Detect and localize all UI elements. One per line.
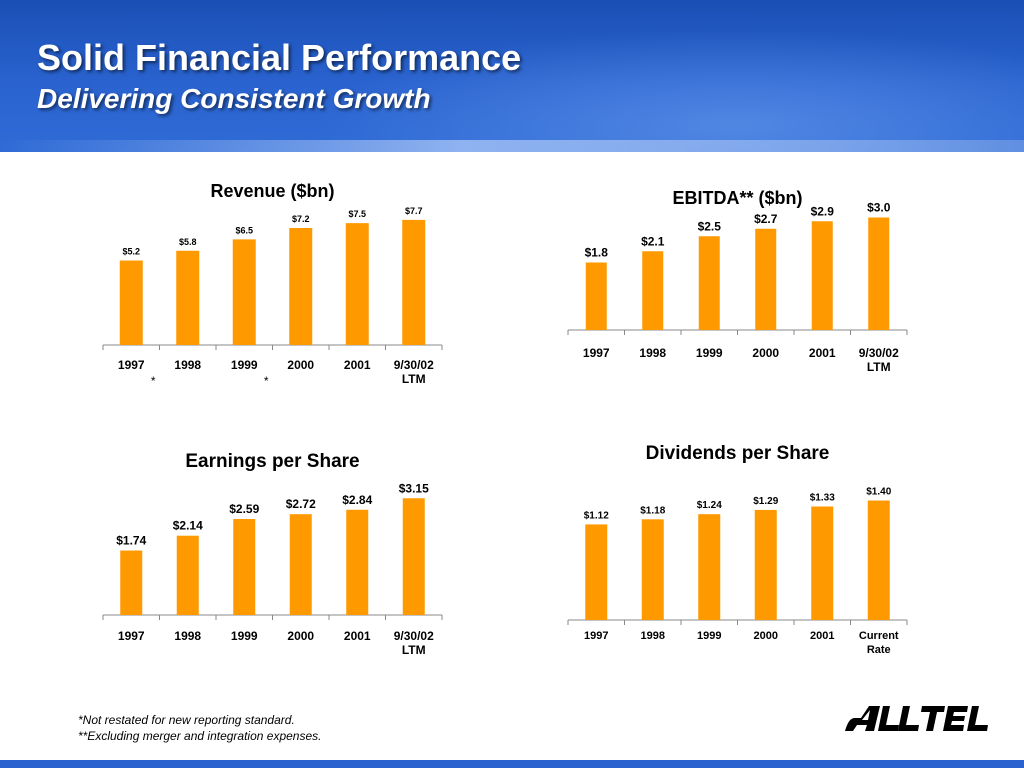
- category-label: 1999: [231, 629, 258, 643]
- category-label: Rate: [867, 644, 891, 656]
- category-label: 1997: [118, 629, 145, 643]
- category-label: 2001: [344, 358, 371, 372]
- category-label: Current: [859, 630, 899, 642]
- bar: [177, 536, 199, 615]
- ebitda-chart: EBITDA** ($bn) $1.8 1997 $2.1 1998 $2.5 1999 $2…: [565, 180, 910, 380]
- value-label: $1.29: [753, 496, 778, 507]
- category-label: 1999: [697, 630, 721, 642]
- bar: [176, 251, 199, 345]
- value-label: $7.5: [348, 209, 366, 219]
- bar: [346, 510, 368, 615]
- footnote-mark: *: [151, 374, 156, 388]
- category-label: 9/30/02: [394, 629, 434, 643]
- value-label: $7.7: [405, 206, 423, 216]
- category-label: 2001: [809, 346, 836, 360]
- dps-chart: Dividends per Share $1.12 1997 $1.18 1998 $1.…: [565, 440, 910, 660]
- category-label: 2000: [752, 346, 779, 360]
- bar: [868, 218, 889, 331]
- bar: [868, 501, 890, 620]
- category-label: 9/30/02: [394, 358, 434, 372]
- category-label: 1999: [231, 358, 258, 372]
- category-label: 1999: [696, 346, 723, 360]
- chart-title: EBITDA** ($bn): [673, 188, 803, 208]
- value-label: $2.14: [173, 519, 203, 533]
- value-label: $1.24: [697, 500, 722, 511]
- value-label: $2.1: [641, 234, 665, 248]
- value-label: $2.9: [811, 204, 835, 218]
- bar: [346, 223, 369, 345]
- value-label: $1.40: [866, 487, 891, 498]
- category-label: 2001: [810, 630, 834, 642]
- title-banner: Solid Financial Performance Delivering C…: [0, 0, 1024, 152]
- value-label: $2.59: [229, 502, 259, 516]
- footnotes: *Not restated for new reporting standard…: [78, 712, 321, 744]
- bar: [699, 236, 720, 330]
- bar: [233, 519, 255, 615]
- category-label: 1998: [174, 358, 201, 372]
- bar: [290, 514, 312, 615]
- category-label: 9/30/02: [859, 346, 899, 360]
- bar: [120, 261, 143, 346]
- value-label: $5.8: [179, 237, 197, 247]
- category-label: 1997: [118, 358, 145, 372]
- bar: [289, 228, 312, 345]
- bar: [233, 239, 256, 345]
- category-label: LTM: [402, 372, 426, 386]
- value-label: $2.72: [286, 497, 316, 511]
- value-label: $2.84: [342, 493, 372, 507]
- chart-title: Revenue ($bn): [210, 181, 334, 201]
- value-label: $5.2: [122, 247, 140, 257]
- value-label: $2.5: [698, 219, 722, 233]
- value-label: $7.2: [292, 214, 310, 224]
- bar: [811, 507, 833, 620]
- value-label: $1.12: [584, 510, 609, 521]
- value-label: $1.33: [810, 493, 835, 504]
- page-subtitle: Delivering Consistent Growth: [37, 83, 431, 115]
- category-label: 2000: [287, 629, 314, 643]
- bar: [585, 524, 607, 620]
- category-label: 1997: [584, 630, 608, 642]
- category-label: 2000: [754, 630, 778, 642]
- category-label: 2001: [344, 629, 371, 643]
- category-label: LTM: [402, 643, 426, 657]
- bar: [120, 551, 142, 615]
- page-title: Solid Financial Performance: [37, 37, 521, 79]
- category-label: 1998: [639, 346, 666, 360]
- alltel-logo: [843, 698, 998, 738]
- value-label: $1.18: [640, 505, 665, 516]
- bar: [403, 498, 425, 615]
- value-label: $6.5: [235, 225, 253, 235]
- category-label: LTM: [867, 360, 891, 374]
- chart-title: Earnings per Share: [185, 451, 359, 472]
- bar: [402, 220, 425, 345]
- bar: [755, 510, 777, 620]
- footnote-excluding: **Excluding merger and integration expen…: [78, 728, 321, 744]
- footnote-mark: *: [264, 374, 269, 388]
- bar: [642, 251, 663, 330]
- category-label: 2000: [287, 358, 314, 372]
- value-label: $3.0: [867, 201, 891, 215]
- bar: [812, 221, 833, 330]
- value-label: $3.15: [399, 481, 429, 495]
- footnote-restated: *Not restated for new reporting standard…: [78, 712, 321, 728]
- banner-streak: [0, 140, 1024, 152]
- chart-title: Dividends per Share: [646, 443, 830, 464]
- bar: [698, 514, 720, 620]
- bar: [755, 229, 776, 330]
- revenue-chart: Revenue ($bn) $5.2 1997 * $5.8 1998 $6.5 1999 * $…: [100, 175, 445, 395]
- value-label: $1.8: [585, 246, 609, 260]
- bar: [586, 263, 607, 331]
- bar: [642, 519, 664, 620]
- footer-bar: [0, 760, 1024, 768]
- category-label: 1997: [583, 346, 610, 360]
- category-label: 1998: [174, 629, 201, 643]
- value-label: $1.74: [116, 534, 146, 548]
- category-label: 1998: [641, 630, 665, 642]
- value-label: $2.7: [754, 212, 778, 226]
- eps-chart: Earnings per Share $1.74 1997 $2.14 1998 $2.5…: [100, 445, 445, 665]
